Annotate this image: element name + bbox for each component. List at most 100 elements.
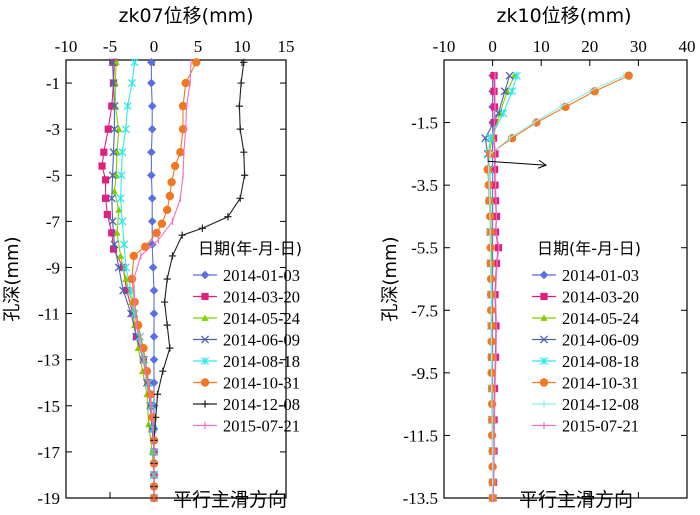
data-point xyxy=(163,205,172,215)
data-point xyxy=(157,219,167,228)
data-point xyxy=(116,252,125,259)
legend-label: 2014-01-03 xyxy=(562,266,639,285)
y-tick-label: -13.5 xyxy=(403,489,438,508)
y-tick-label: -11.5 xyxy=(403,426,438,445)
legend-label: 2014-03-20 xyxy=(562,288,639,307)
direction-annotation: 平行主滑方向 xyxy=(519,489,633,510)
data-point xyxy=(130,58,139,67)
data-point xyxy=(118,148,127,157)
data-point xyxy=(115,206,123,213)
y-tick-label: -5 xyxy=(46,166,60,185)
data-point xyxy=(152,228,161,238)
legend-label: 2014-03-20 xyxy=(223,288,300,307)
series-line xyxy=(111,62,155,498)
data-point xyxy=(147,78,156,88)
data-point xyxy=(147,170,156,180)
data-point xyxy=(149,286,159,295)
data-point xyxy=(141,242,150,251)
data-point xyxy=(107,194,116,203)
legend-label: 2014-08-18 xyxy=(223,352,300,371)
data-point xyxy=(168,252,177,260)
data-point xyxy=(149,355,159,364)
data-point xyxy=(149,378,159,388)
data-point xyxy=(110,125,119,134)
data-point xyxy=(490,87,498,95)
plot-frame xyxy=(443,59,688,499)
data-point xyxy=(109,245,118,253)
data-point xyxy=(163,275,171,283)
legend-marker xyxy=(201,400,209,408)
data-point xyxy=(176,148,185,157)
data-point xyxy=(486,134,495,143)
data-point xyxy=(122,275,130,282)
series-line xyxy=(113,62,155,498)
data-point xyxy=(178,231,186,239)
data-point xyxy=(499,109,508,118)
data-point xyxy=(152,413,160,421)
data-point xyxy=(108,171,117,180)
data-point xyxy=(507,87,517,96)
data-point xyxy=(147,57,156,67)
legend-label: 2014-10-31 xyxy=(223,374,300,393)
x-tick-label: 0 xyxy=(150,37,159,56)
data-point xyxy=(178,101,188,111)
data-point xyxy=(224,213,232,221)
y-tick-label: -17 xyxy=(37,443,60,462)
data-point xyxy=(149,309,159,318)
legend-label: 2014-10-31 xyxy=(562,374,639,393)
data-point xyxy=(147,217,157,226)
data-point xyxy=(159,367,167,375)
series-line xyxy=(153,62,246,498)
data-point xyxy=(123,102,132,111)
data-point xyxy=(512,71,521,80)
y-tick-label: -1 xyxy=(46,74,60,93)
data-point xyxy=(192,58,201,67)
series-2015-07-21 xyxy=(133,58,192,502)
x-tick-label: -10 xyxy=(55,37,78,56)
data-point xyxy=(167,177,176,187)
legend-title: 日期(年-月-日) xyxy=(198,239,302,258)
data-point xyxy=(235,102,243,110)
series-2014-10-31 xyxy=(127,58,201,503)
data-point xyxy=(166,344,174,352)
data-point xyxy=(127,309,136,318)
legend-marker xyxy=(539,270,549,280)
y-axis-label: 孔深(mm) xyxy=(380,236,401,321)
x-tick-label: 0 xyxy=(488,37,497,56)
data-point xyxy=(103,210,111,219)
data-point xyxy=(163,321,171,329)
y-tick-label: -5.5 xyxy=(411,239,438,258)
data-point xyxy=(241,171,249,179)
data-point xyxy=(483,165,492,174)
data-point xyxy=(110,187,118,195)
legend-label: 2014-08-18 xyxy=(562,352,639,371)
x-tick-label: -5 xyxy=(103,37,117,56)
arrow-head xyxy=(537,159,548,169)
data-point xyxy=(120,240,129,249)
data-point xyxy=(147,194,157,203)
legend-marker xyxy=(200,335,210,344)
x-tick-label: 20 xyxy=(581,37,598,56)
data-point xyxy=(133,320,143,330)
chart-1: zk07位移(mm) -10 -5 0 5 10 15 -1 -3 -5 -7 -9 -11 -13 -15… xyxy=(2,5,302,511)
legend-marker xyxy=(200,270,210,280)
data-point xyxy=(127,78,137,88)
data-point xyxy=(181,78,190,88)
direction-arrow xyxy=(487,160,547,166)
legend-marker xyxy=(200,378,210,387)
legend-label: 2014-05-24 xyxy=(223,309,300,328)
data-point xyxy=(153,390,162,398)
data-point xyxy=(147,147,156,157)
chart-title: zk10位移(mm) xyxy=(497,5,632,27)
y-tick-label: -13 xyxy=(37,351,60,370)
data-point xyxy=(146,390,155,399)
x-tick-label: -10 xyxy=(433,37,456,56)
data-point xyxy=(116,194,125,203)
y-tick-label: -11 xyxy=(38,305,60,324)
data-point xyxy=(624,71,633,80)
data-point xyxy=(109,148,118,157)
y-tick-label: -3 xyxy=(46,120,60,139)
y-tick-label: -7 xyxy=(46,212,61,231)
y-tick-label: -19 xyxy=(37,489,60,508)
